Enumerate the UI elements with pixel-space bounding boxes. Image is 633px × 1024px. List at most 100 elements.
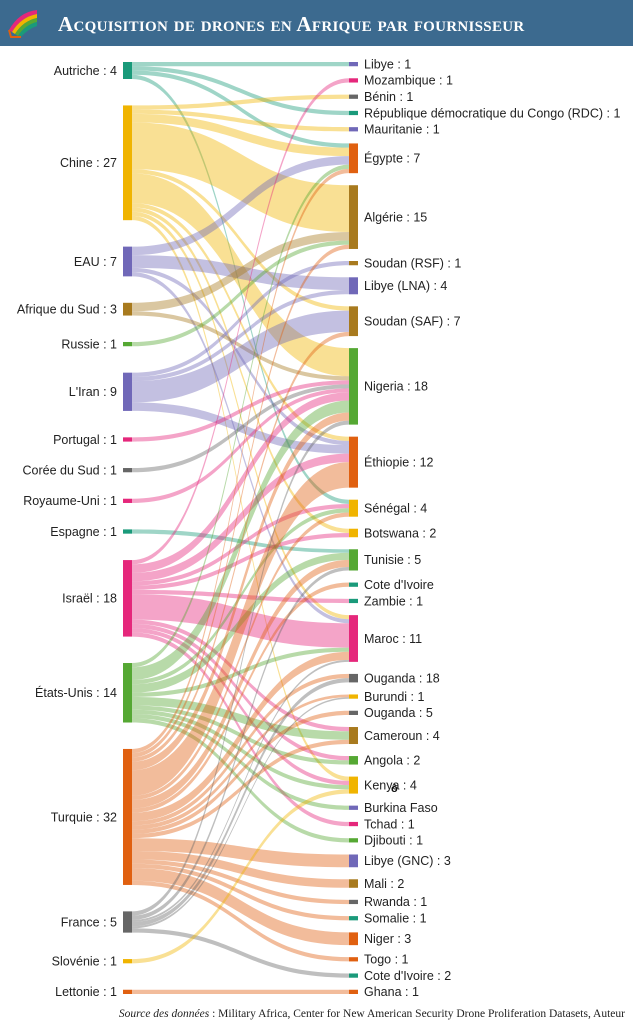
source-note: Source des données : Military Africa, Ce… [119,1008,625,1020]
target-label-rwanda: Rwanda : 1 [364,895,427,909]
link-afrique-du-sud-to-algerie [132,231,349,312]
link-etats-unis-to-tunisie [132,552,349,693]
page-title: Acquisition de drones en Afrique par fou… [58,12,525,36]
link-turquie-to-cameroun [132,739,349,839]
link-chine-to-egypte [132,113,349,157]
link-etats-unis-to-burkina-faso [132,714,349,810]
link-russie-to-algerie [132,240,349,347]
source-label-portugal: Portugal : 1 [53,433,117,447]
link-israel-to-kenya [132,628,349,786]
target-node-somalie [349,916,358,921]
target-node-niger [349,932,358,946]
link-israel-to-tchad [132,632,349,827]
source-node-afrique-du-sud [123,302,132,316]
target-label-libye-lna: Libye (LNA) : 4 [364,279,447,293]
source-text: : Military Africa, Center for New Americ… [209,1008,625,1020]
target-label-djibouti: Djibouti : 1 [364,834,423,848]
source-node-espagne [123,529,132,534]
link-slovenie-to-kenya [132,789,349,964]
link-turquie-to-ouganda-b [132,710,349,834]
sankey-chart: Autriche : 4 Chine : 27 EAU : 7 Afrique du … [17,57,621,996]
source-node-russie [123,341,132,347]
target-label-kenya: Kenya : 4 [364,778,417,792]
link-israel-to-nigeria [132,392,349,573]
link-france-to-ouganda-a [132,678,349,927]
link-etats-unis-to-maroc [132,647,349,698]
link-chine-to-nigeria [132,173,349,377]
target-label-burundi: Burundi : 1 [364,690,425,704]
link-eau-to-egypte [132,156,349,256]
source-label-france: France : 5 [61,915,117,929]
link-turquie-to-ethiopie [132,462,349,796]
target-node-tchad [349,821,358,827]
target-node-benin [349,94,358,99]
source-label-espagne: Espagne : 1 [50,525,117,539]
source-node-etats-unis [123,663,132,723]
link-turquie-to-somalie [132,863,349,921]
target-node-togo [349,957,358,962]
source-label-coree-du-sud: Corée du Sud : 1 [22,463,117,477]
target-label-senegal: Sénégal : 4 [364,501,427,515]
target-node-libye-lna [349,277,358,295]
target-label-togo: Togo : 1 [364,953,409,967]
link-turquie-to-ouganda-a [132,673,349,826]
link-chine-to-ethiopie [132,203,349,441]
target-node-egypte [349,143,358,174]
link-israel-to-ethiopie [132,453,349,582]
target-label-libye: Libye : 1 [364,57,411,71]
link-turquie-to-algerie [132,244,349,758]
target-label-algerie: Algérie : 15 [364,210,427,224]
source-label-slovenie: Slovénie : 1 [52,954,117,968]
link-l-iran-to-soudan-rsf [132,261,349,377]
link-eau-to-maroc [132,272,349,624]
target-label-ghana: Ghana : 1 [364,985,419,996]
target-node-rwanda [349,899,358,905]
link-chine-to-kenya [132,215,349,781]
link-etats-unis-to-kenya [132,709,349,790]
link-france-to-maroc [132,659,349,923]
target-label-cote-d-ivoire-b: Cote d'Ivoire : 2 [364,969,451,983]
link-chine-to-soudan-saf [132,169,349,311]
link-france-to-cote-d-ivoire-b [132,928,349,978]
target-label-tunisie: Tunisie : 5 [364,553,421,567]
target-label-benin: Bénin : 1 [364,90,413,104]
link-etats-unis-to-egypte [132,164,349,668]
target-node-angola [349,756,358,765]
source-label-l-iran: L'Iran : 9 [69,385,117,399]
target-node-cote-d-ivoire-b [349,973,358,978]
source-node-chine [123,105,132,221]
link-chine-to-maroc [132,211,349,620]
target-label-ethiopie: Éthiopie : 12 [364,454,434,469]
link-turquie-to-mali [132,850,349,888]
source-label-turquie: Turquie : 32 [51,810,117,824]
link-autriche-to-egypte [132,70,349,148]
target-node-mauritanie [349,127,358,132]
target-label-cote-d-ivoire-a: Cote d'Ivoire [364,578,434,592]
source-node-france [123,911,132,933]
source-label-israel: Israël : 18 [62,592,117,606]
link-turquie-to-niger [132,867,349,946]
target-node-cameroun [349,727,358,745]
target-node-djibouti [349,838,358,843]
target-label-tchad: Tchad : 1 [364,817,415,831]
link-chine-to-benin [132,94,349,110]
link-afrique-du-sud-to-nigeria [132,311,349,381]
source-label-chine: Chine : 27 [60,156,117,170]
target-label-ouganda-b: Ouganda : 5 [364,706,433,720]
link-lettonie-to-ghana [132,989,349,994]
link-israel-to-cameroun [132,619,349,732]
target-label-niger: Niger : 3 [364,932,411,946]
link-eau-to-ethiopie [132,267,349,446]
source-node-coree-du-sud [123,468,132,473]
source-node-lettonie [123,989,132,994]
source-label: Source des données [118,1008,210,1020]
target-label-soudan-saf: Soudan (SAF) : 7 [364,315,461,329]
target-node-ouganda-a [349,673,358,683]
target-node-burkina-faso [349,805,358,810]
link-france-to-burundi [132,697,349,929]
target-label-soudan-rsf: Soudan (RSF) : 1 [364,256,461,270]
link-turquie-to-libye-gnc [132,838,349,868]
target-node-libye-gnc [349,854,358,868]
link-autriche-to-rdc [132,66,349,116]
link-autriche-to-libye [132,62,349,67]
